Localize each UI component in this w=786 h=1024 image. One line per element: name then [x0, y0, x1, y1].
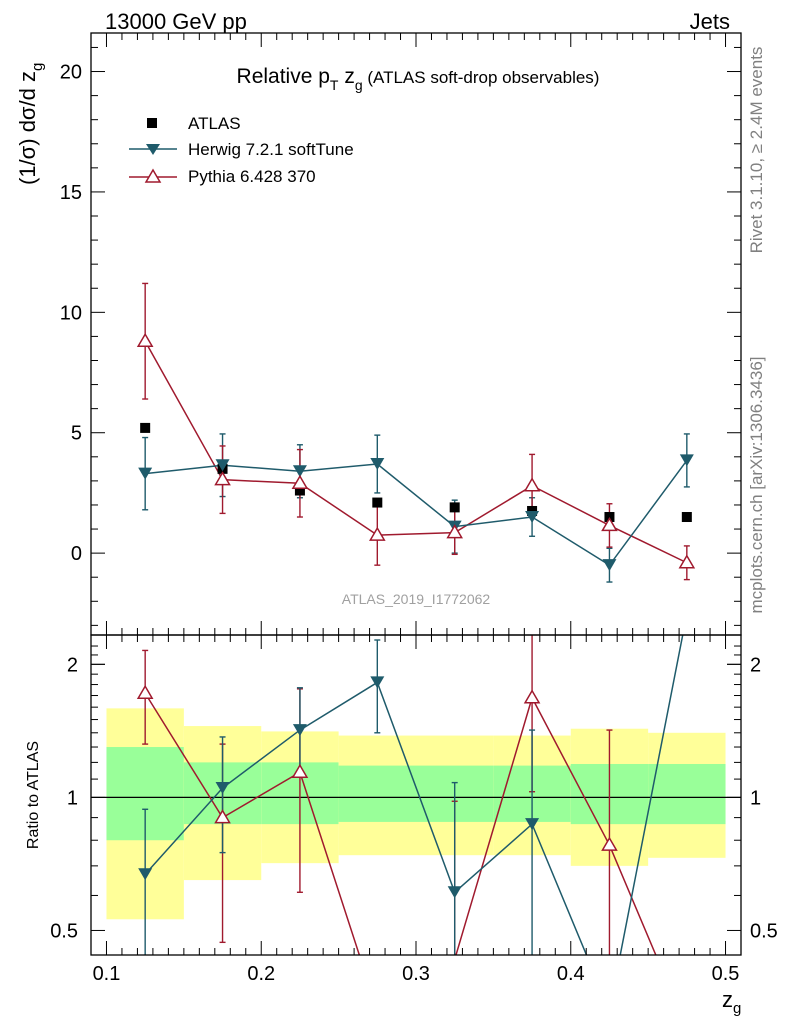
analysis-watermark: ATLAS_2019_I1772062	[342, 591, 491, 607]
atlas-main-point	[527, 505, 538, 516]
x-tick-label: 0.3	[402, 963, 430, 985]
herwig-ratio-point	[525, 818, 540, 831]
pythia-main-point	[369, 526, 386, 541]
herwig-main-point	[679, 454, 694, 467]
herwig-main-line	[145, 459, 688, 567]
atlas-main-point	[140, 422, 151, 433]
legend-atlas-marker	[147, 118, 157, 128]
pythia-main-point	[678, 554, 696, 569]
main-plot-area	[136, 282, 696, 583]
main-y-tick-label: 0	[71, 543, 82, 565]
pythia-ratio-point	[523, 689, 541, 704]
herwig-ratio-line	[144, 635, 684, 955]
x-tick-label: 0.1	[93, 963, 121, 985]
ratio-band-inner	[338, 765, 416, 822]
pythia-main-point	[601, 516, 618, 532]
pythia-ratio-point	[291, 763, 309, 778]
atlas-main-point	[294, 485, 305, 496]
ratio-panel-frame	[90, 634, 742, 956]
pythia-main-point	[291, 474, 309, 490]
pythia-main-point	[214, 471, 231, 486]
main-y-tick-label: 5	[71, 423, 82, 445]
ratio-y-tick-label: 1	[67, 787, 78, 809]
legend-herwig-label: Herwig 7.2.1 softTune	[188, 140, 354, 159]
pythia-ratio-point	[601, 836, 618, 851]
ratio-band-inner	[648, 763, 726, 825]
legend: ATLAS Herwig 7.2.1 softTune Pythia 6.428…	[129, 114, 354, 186]
legend-atlas-label: ATLAS	[188, 114, 241, 133]
herwig-main-point	[370, 458, 385, 471]
legend-pythia-marker	[144, 168, 162, 183]
ratio-y-tick-label: 0.5	[50, 920, 78, 942]
herwig-ratio-point	[138, 868, 153, 881]
herwig-ratio-point	[215, 782, 230, 795]
herwig-ratio-point	[370, 676, 385, 689]
ratio-y-tick-label-right: 2	[750, 654, 761, 676]
herwig-main-point	[138, 467, 153, 480]
axes: 0.1 0.2 0.3 0.4 0.5 0 5 10 15 20 0.5 0.5 1 1 2 2	[50, 33, 778, 985]
ratio-y-tick-label: 2	[67, 654, 78, 676]
header-left: 13000 GeV pp	[105, 9, 247, 34]
ratio-plot-area	[91, 635, 741, 955]
main-y-tick-label: 15	[60, 182, 82, 204]
atlas-main-point	[372, 497, 383, 508]
herwig-main-point	[602, 559, 617, 572]
main-y-axis-label: (1/σ) dσ/d zg	[15, 63, 46, 185]
legend-pythia-label: Pythia 6.428 370	[188, 167, 316, 186]
pythia-main-line	[144, 340, 688, 564]
pythia-ratio-line	[144, 692, 657, 955]
ratio-y-tick-label-right: 0.5	[750, 920, 778, 942]
header-right: Jets	[690, 9, 730, 34]
herwig-ratio-point	[447, 886, 462, 899]
atlas-main-point	[681, 512, 692, 523]
ratio-y-axis-label: Ratio to ATLAS	[25, 741, 42, 849]
pythia-main-point	[136, 332, 154, 347]
ratio-y-tick-label-right: 1	[750, 787, 761, 809]
atlas-main-point	[449, 502, 460, 513]
herwig-main-point	[215, 459, 230, 472]
herwig-main-point	[525, 511, 540, 524]
chart-title: Relative pT zg (ATLAS soft-drop observab…	[237, 65, 600, 93]
rivet-version-label: Rivet 3.1.10, ≥ 2.4M events	[747, 47, 766, 254]
herwig-ratio-point	[292, 724, 307, 737]
pythia-main-point	[446, 524, 463, 539]
main-y-tick-label: 10	[60, 302, 82, 324]
pythia-ratio-point	[214, 809, 231, 824]
legend-herwig-marker	[146, 144, 160, 155]
x-tick-label: 0.4	[557, 963, 585, 985]
mcplots-reference-label: mcplots.cern.ch [arXiv:1306.3436]	[747, 356, 766, 613]
pythia-main-point	[523, 477, 541, 492]
x-axis-label: zg	[722, 987, 741, 1017]
x-tick-label: 0.5	[712, 963, 740, 985]
pythia-ratio-point	[136, 684, 154, 700]
herwig-main-point	[292, 465, 307, 478]
x-tick-label: 0.2	[247, 963, 275, 985]
main-y-tick-label: 20	[60, 62, 82, 84]
